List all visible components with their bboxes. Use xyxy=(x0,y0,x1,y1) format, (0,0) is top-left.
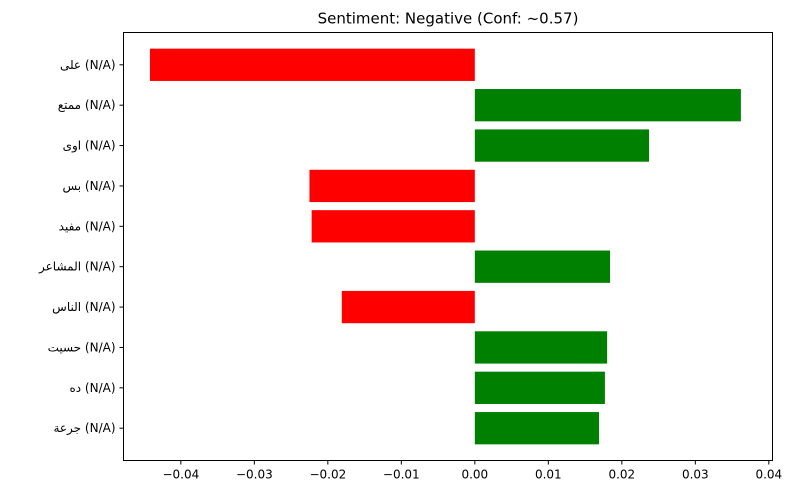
bar xyxy=(474,89,741,122)
bar xyxy=(309,169,475,203)
x-tick-label: 0.01 xyxy=(535,468,562,482)
x-tick-label: 0.03 xyxy=(682,468,709,482)
y-tick-label: ده (N/A) xyxy=(69,381,115,395)
bar xyxy=(474,250,611,283)
plot-frame xyxy=(123,32,773,461)
y-tick-label: اوى (N/A) xyxy=(63,139,116,154)
y-tick-label: ممتع (N/A) xyxy=(58,98,116,112)
x-axis: −0.04 −0.03 −0.02 −0.01 0.00 0.01 0.02 0.03 0.04 xyxy=(162,460,782,482)
y-axis: على (N/A) ممتع (N/A) اوى (N/A) بس (N/A) مفيد… xyxy=(38,58,124,436)
bar xyxy=(341,290,475,324)
bar xyxy=(474,331,608,364)
x-tick-label: 0.00 xyxy=(461,468,488,482)
chart-title: Sentiment: Negative (Conf: ~0.57) xyxy=(318,10,579,28)
bar xyxy=(311,210,475,243)
bar xyxy=(474,412,600,445)
y-tick-label: حسيت (N/A) xyxy=(48,340,116,354)
y-tick-label: بس (N/A) xyxy=(62,179,115,194)
y-tick-label: المشاعر (N/A) xyxy=(38,260,115,275)
y-tick-label: جرعة (N/A) xyxy=(53,421,115,436)
bar xyxy=(474,129,650,162)
x-tick-label: 0.02 xyxy=(608,468,635,482)
x-tick-label: −0.01 xyxy=(383,468,420,482)
y-tick-label: مفيد (N/A) xyxy=(59,219,116,233)
y-tick-label: الناس (N/A) xyxy=(52,300,115,315)
bar xyxy=(474,371,605,404)
x-tick-label: −0.03 xyxy=(236,468,273,482)
x-tick-label: 0.04 xyxy=(755,468,782,482)
y-tick-label: على (N/A) xyxy=(60,58,116,72)
x-tick-label: −0.02 xyxy=(309,468,346,482)
bar xyxy=(149,48,475,81)
x-tick-label: −0.04 xyxy=(162,468,199,482)
bars-group xyxy=(149,48,741,445)
